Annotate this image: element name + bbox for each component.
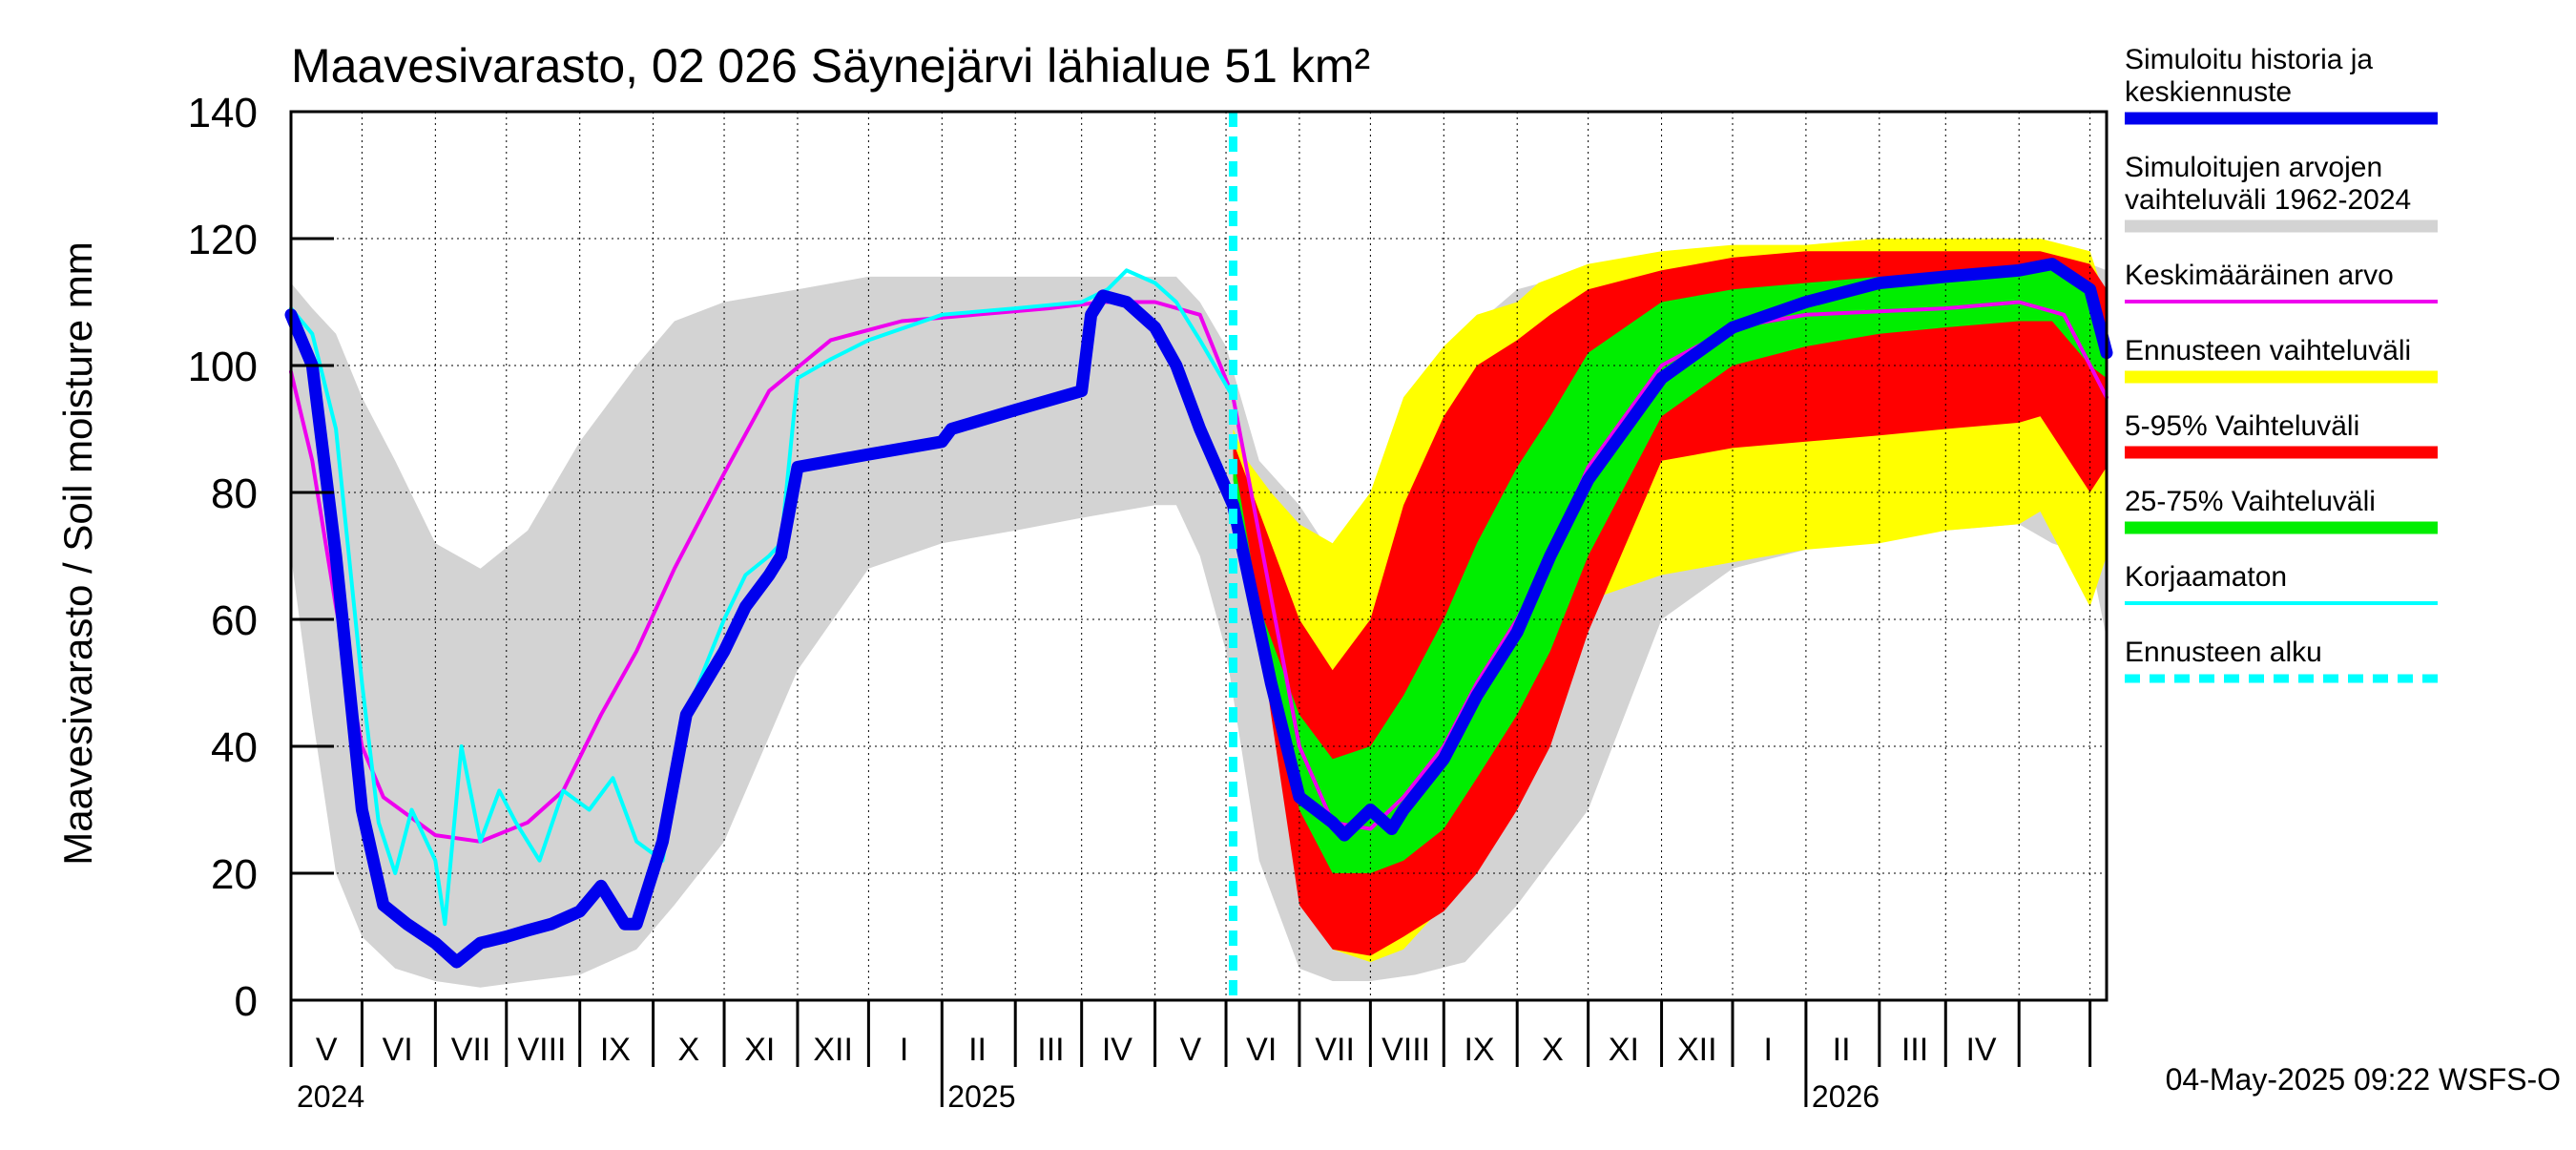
month-label: III — [1901, 1032, 1928, 1068]
series-bands — [291, 239, 2107, 988]
legend-label: Simuloitu historia ja — [2125, 44, 2373, 75]
month-label: II — [1833, 1032, 1851, 1068]
year-label: 2024 — [297, 1079, 364, 1114]
band-25-75-vaihteluv-li — [1233, 270, 2107, 873]
month-label: VI — [1246, 1032, 1277, 1068]
month-label: IX — [1464, 1032, 1494, 1068]
y-tick-label: 60 — [211, 597, 258, 644]
legend-label: Korjaamaton — [2125, 561, 2287, 593]
month-label: XII — [813, 1032, 853, 1068]
y-tick-label: 20 — [211, 851, 258, 898]
month-label: V — [316, 1032, 338, 1068]
series-lines — [284, 112, 2113, 1000]
chart-title: Maavesivarasto, 02 026 Säynejärvi lähial… — [291, 39, 1370, 93]
legend-label: vaihteluväli 1962-2024 — [2125, 184, 2411, 216]
y-tick-label: 100 — [188, 344, 258, 390]
timestamp: 04-May-2025 09:22 WSFS-O — [2166, 1062, 2561, 1097]
legend-label: Ennusteen vaihteluväli — [2125, 335, 2411, 366]
month-label: II — [968, 1032, 987, 1068]
y-tick-label: 40 — [211, 724, 258, 771]
line-simuloitu-historia-ja-keskiennuste — [284, 258, 2113, 969]
legend-label: 25-75% Vaihteluväli — [2125, 486, 2376, 517]
line-korjaamaton — [289, 268, 1236, 927]
month-label: IV — [1102, 1032, 1132, 1068]
legend-label: Simuloitujen arvojen — [2125, 152, 2382, 183]
month-label: I — [1763, 1032, 1772, 1068]
y-tick-label: 80 — [211, 470, 258, 517]
plot-frame — [289, 110, 2109, 1002]
month-label: IX — [600, 1032, 631, 1068]
legend-label: keskiennuste — [2125, 76, 2292, 108]
month-label: IV — [1965, 1032, 1996, 1068]
y-tick-label: 140 — [188, 90, 258, 136]
month-label: XI — [744, 1032, 775, 1068]
month-label: VII — [1315, 1032, 1355, 1068]
legend-label: Ennusteen alku — [2125, 637, 2322, 668]
legend-label: 5-95% Vaihteluväli — [2125, 410, 2359, 442]
month-label: X — [1542, 1032, 1564, 1068]
month-label: I — [900, 1032, 908, 1068]
month-label: V — [1179, 1032, 1201, 1068]
y-axis-label: Maavesivarasto / Soil moisture mm — [55, 241, 100, 866]
month-label: XI — [1609, 1032, 1639, 1068]
year-label: 2025 — [947, 1079, 1015, 1114]
month-label: X — [677, 1032, 699, 1068]
y-tick-label: 120 — [188, 217, 258, 263]
month-label: III — [1037, 1032, 1064, 1068]
month-label: VIII — [517, 1032, 566, 1068]
month-label: VII — [451, 1032, 491, 1068]
year-label: 2026 — [1812, 1079, 1880, 1114]
legend-label: Keskimääräinen arvo — [2125, 260, 2394, 291]
month-label: VIII — [1381, 1032, 1430, 1068]
y-tick-label: 0 — [235, 978, 258, 1025]
month-label: XII — [1677, 1032, 1717, 1068]
month-label: VI — [383, 1032, 413, 1068]
